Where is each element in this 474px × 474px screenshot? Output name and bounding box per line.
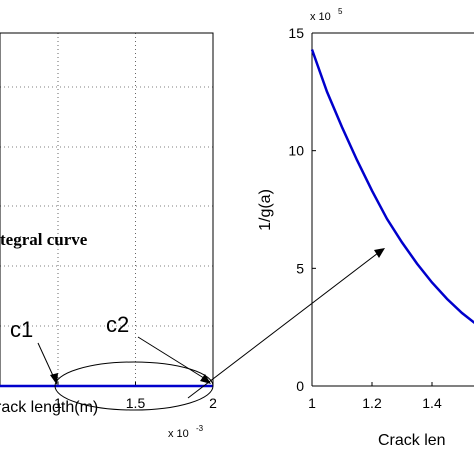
right-y-tick-label: 5 xyxy=(296,260,304,276)
left-x-tick-label: 1 xyxy=(54,395,62,411)
right-x-tick-label: 1.2 xyxy=(362,395,382,411)
left-plot-area xyxy=(0,32,214,387)
right-y-tick-label: 15 xyxy=(288,25,304,41)
right-chart: 0 5 10 15 1 1.2 1.4 x 10 5 1/g(a) Crack len xyxy=(257,7,474,449)
c2-arrow xyxy=(137,336,208,381)
right-y-exponent-power: 5 xyxy=(338,7,343,16)
right-x-tick-label: 1.4 xyxy=(422,395,442,411)
right-series xyxy=(310,49,474,325)
right-y-axis-label: 1/g(a) xyxy=(257,189,274,231)
connector-arrowhead xyxy=(374,248,385,258)
left-x-tick-label: 2 xyxy=(209,395,217,411)
left-x-tick-label: 1.5 xyxy=(126,395,146,411)
connector-arrow xyxy=(187,252,379,399)
curve-label: tegral curve xyxy=(0,230,88,249)
left-x-exponent: x 10 xyxy=(168,428,189,440)
right-y-tick-label: 0 xyxy=(296,378,304,394)
right-y-exponent: x 10 xyxy=(310,11,331,23)
c2-label: c2 xyxy=(106,312,129,337)
c1-label: c1 xyxy=(10,317,33,342)
right-ticks: 0 5 10 15 1 1.2 1.4 xyxy=(288,25,442,411)
right-x-tick-label: 1 xyxy=(308,395,316,411)
left-chart: 1 1.5 2 rack length(m) x 10 -3 tegral curv… xyxy=(0,32,217,440)
right-series-line xyxy=(310,49,474,325)
highlight-ellipse xyxy=(54,361,214,411)
left-x-exponent-power: -3 xyxy=(196,424,204,433)
left-gridlines xyxy=(0,33,213,386)
right-x-axis-label: Crack len xyxy=(378,432,446,449)
left-x-axis-label: rack length(m) xyxy=(0,399,98,416)
c2-arrowhead xyxy=(200,374,211,384)
c1-arrow xyxy=(37,342,56,381)
left-x-ticks: 1 1.5 2 xyxy=(54,382,217,411)
right-y-tick-label: 10 xyxy=(288,143,304,159)
